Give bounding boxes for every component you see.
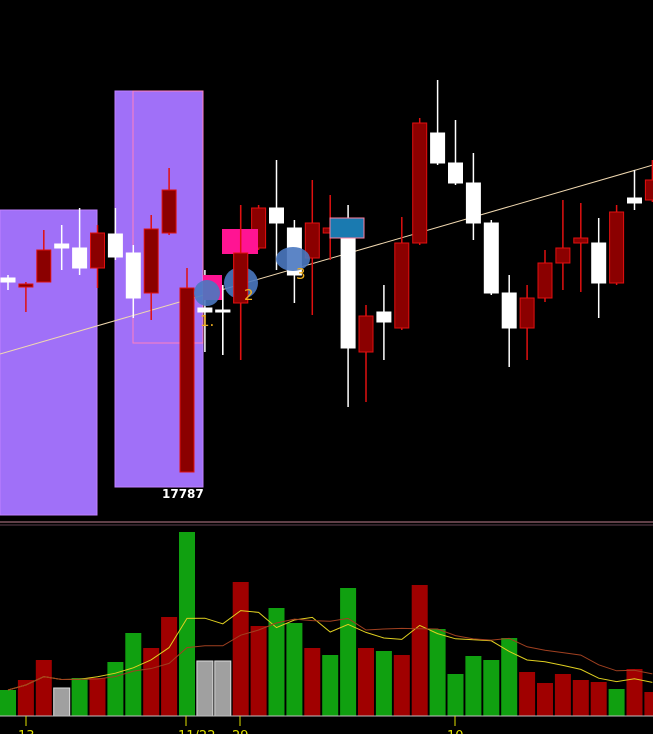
volume-bar (608, 689, 625, 716)
volume-bar (501, 638, 518, 716)
x-tick-label: 13 (18, 729, 35, 734)
candle-body (412, 122, 428, 244)
candle-body (609, 211, 625, 284)
volume-bar (411, 585, 428, 716)
signal-number-label: 3 (296, 265, 306, 283)
volume-bar (554, 674, 571, 716)
candle-body (358, 315, 374, 353)
volume-bar (268, 608, 285, 716)
volume-bar (125, 633, 142, 716)
volume-bar (519, 672, 536, 716)
signal-circle (276, 247, 310, 271)
candle-body (519, 297, 535, 329)
candle-body (161, 189, 177, 234)
volume-bar (89, 678, 106, 716)
signal-number-label: 2 (244, 286, 254, 304)
volume-moving-average (7, 610, 653, 691)
candle-body (465, 182, 481, 224)
candle-body (90, 232, 105, 269)
volume-bar (447, 674, 464, 716)
volume-bar (393, 655, 410, 716)
volume-bar (572, 680, 589, 716)
candle-body (501, 292, 517, 329)
candle-body (573, 237, 589, 244)
candle-body (125, 252, 141, 299)
candle-body (36, 249, 52, 283)
volume-bar (107, 662, 124, 716)
volume-bar (322, 655, 339, 716)
candle-body (72, 247, 88, 269)
candle-body (448, 162, 463, 184)
candle-body (143, 228, 159, 294)
highlight-zone-inner (132, 90, 204, 344)
candle-body (233, 252, 249, 304)
volume-bar (429, 629, 446, 716)
volume-bar (179, 532, 195, 716)
x-tick-label: 10 (447, 729, 464, 734)
volume-bar (644, 692, 653, 716)
candle-body (644, 179, 653, 201)
signal-number-label: 1. (200, 312, 214, 330)
volume-bar (161, 617, 178, 716)
signal-box-teal (329, 217, 365, 239)
volume-bar (590, 682, 607, 716)
candle-body (394, 242, 410, 329)
candle-body (269, 207, 284, 224)
volume-bar (143, 648, 160, 716)
volume-bar (214, 660, 232, 717)
volume-bar (375, 651, 392, 716)
volume-moving-average (7, 617, 653, 691)
x-tick-label: 11/22 (178, 729, 215, 734)
candle-body (0, 277, 16, 283)
volume-bar (196, 660, 214, 717)
candles (0, 80, 653, 473)
candle-body (591, 242, 607, 284)
volume-bar (358, 648, 374, 716)
trendline (0, 164, 653, 355)
volume-bar (465, 656, 482, 716)
candle-body (304, 222, 320, 259)
signal-circle (194, 280, 220, 306)
volume-bar (304, 648, 321, 716)
candle-body (555, 247, 571, 264)
volume-bar (53, 687, 71, 717)
candle-body (483, 222, 499, 294)
candle-body (179, 287, 195, 473)
volume-bar (626, 669, 643, 716)
volume-bar (17, 680, 34, 716)
volume-bars (0, 532, 653, 717)
volume-bar (537, 683, 553, 716)
volume-bar (71, 678, 88, 716)
candle-body (107, 233, 123, 258)
candle-body (197, 307, 213, 313)
candle-body (18, 283, 34, 288)
volume-bar (250, 626, 267, 716)
candle-body (627, 197, 642, 204)
candle-body (215, 309, 231, 313)
low-price-label: 17787 (162, 487, 204, 501)
candle-body (430, 132, 446, 164)
candle-body (376, 311, 392, 323)
candle-body (537, 262, 553, 299)
volume-bar (0, 690, 16, 716)
volume-bar (483, 660, 500, 716)
volume-bar (35, 660, 52, 716)
volume-bar (340, 588, 357, 716)
volume-bar (286, 623, 303, 716)
volume-bar (232, 582, 249, 716)
candle-body (340, 237, 356, 349)
x-tick-label: 29 (232, 729, 249, 734)
candle-body (54, 243, 70, 249)
